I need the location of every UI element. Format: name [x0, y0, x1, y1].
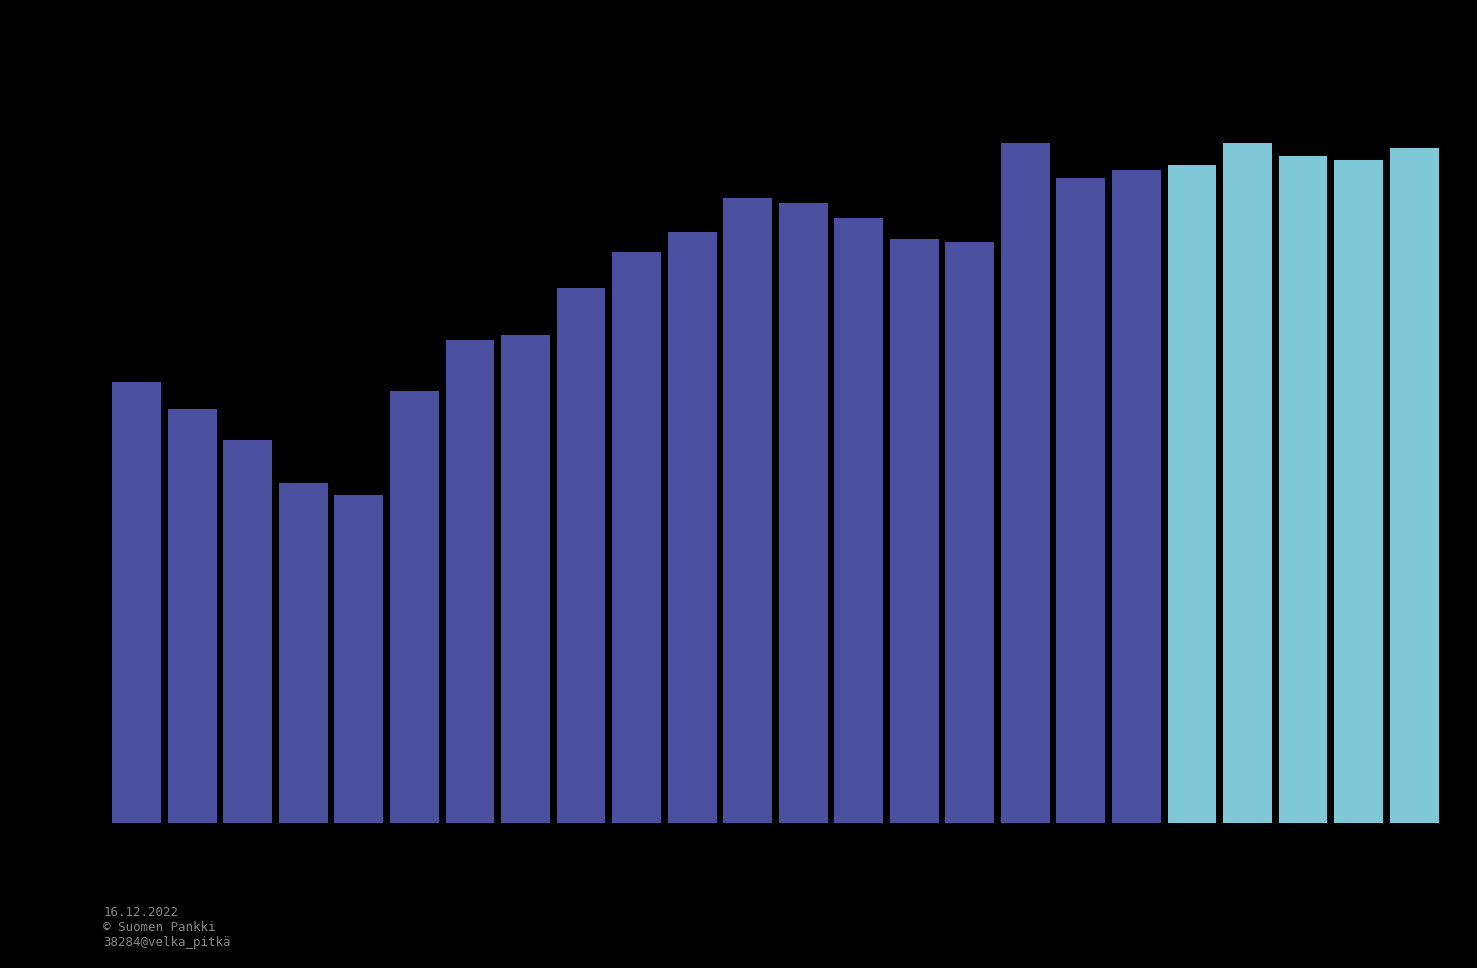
Bar: [112, 382, 161, 823]
Bar: [168, 409, 217, 823]
Bar: [223, 439, 272, 823]
Bar: [945, 242, 994, 823]
Bar: [1390, 148, 1439, 823]
Bar: [1112, 170, 1161, 823]
Bar: [390, 391, 439, 823]
Bar: [1056, 178, 1105, 823]
Bar: [279, 483, 328, 823]
Bar: [1001, 143, 1050, 823]
Text: 16.12.2022
© Suomen Pankki
38284@velka_pitkä: 16.12.2022 © Suomen Pankki 38284@velka_p…: [103, 906, 230, 949]
Bar: [557, 288, 606, 823]
Bar: [501, 335, 549, 823]
Bar: [778, 202, 827, 823]
Bar: [1334, 160, 1382, 823]
Bar: [1223, 143, 1272, 823]
Bar: [334, 496, 384, 823]
Bar: [611, 253, 662, 823]
Bar: [724, 197, 772, 823]
Bar: [1167, 165, 1217, 823]
Bar: [668, 232, 716, 823]
Bar: [889, 239, 939, 823]
Bar: [835, 218, 883, 823]
Bar: [446, 340, 495, 823]
Bar: [1279, 156, 1328, 823]
